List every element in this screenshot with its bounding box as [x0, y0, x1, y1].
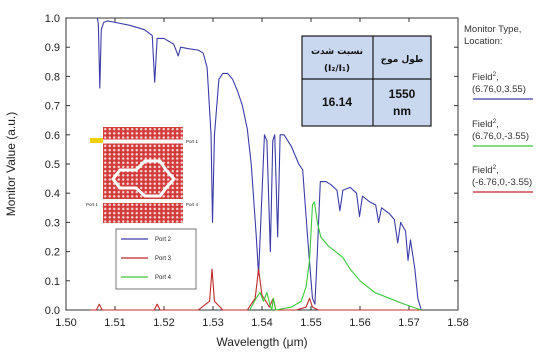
x-tick-label: 1.56	[349, 317, 370, 329]
x-tick-label: 1.51	[104, 317, 125, 329]
waveguide-top	[103, 139, 183, 144]
series-lines	[90, 17, 422, 311]
legend-label-port-3: Port 3	[155, 256, 172, 262]
y-tick-label: 0.2	[45, 247, 60, 259]
table-header-wavelength: طول موج	[381, 55, 424, 65]
y-tick-label: 0.6	[45, 130, 60, 142]
input-arrow	[90, 138, 103, 143]
table-header-ratio-formula: (I₂/I₁)	[324, 64, 350, 74]
legend-label-port-4: Port 4	[155, 275, 172, 281]
monitor-heading-2: Location:	[464, 36, 503, 47]
y-tick-label: 0.0	[45, 305, 60, 317]
table-header-ratio: نسبت شدت	[311, 47, 363, 57]
x-tick-label: 1.57	[398, 317, 419, 329]
inset-port-label-1: Port 1	[186, 139, 199, 144]
x-axis-title: Wavelength (μm)	[216, 335, 307, 349]
crystal-inset: Port 1 Port 1 Port 4	[86, 127, 199, 223]
inset-port-label-2: Port 1	[86, 202, 99, 207]
y-tick-label: 0.9	[45, 42, 60, 54]
ring-cavity	[111, 159, 177, 198]
table-background	[301, 35, 432, 127]
x-tick-label: 1.58	[447, 317, 468, 329]
y-axis-title: Monitor Value (a.u.)	[4, 112, 18, 217]
y-tick-label: 0.1	[45, 276, 60, 288]
legend-label-port-2: Port 2	[155, 237, 172, 243]
monitor-entry-2-type: Field2,	[472, 118, 499, 130]
monitor-entry-1-location: (6.76,0,3.55)	[472, 84, 526, 95]
y-tick-label: 0.5	[45, 159, 60, 171]
table-wavelength-value: 1550	[389, 87, 416, 101]
waveguide-bottom	[103, 199, 183, 203]
y-tick-label: 1.0	[45, 13, 60, 25]
series-line-port-2	[96, 17, 422, 311]
y-tick-label: 0.8	[45, 71, 60, 83]
axis-ticks: 1.50 1.51 1.52 1.53 1.54 1.55 1.56 1.57 1.58 0.0 0…	[45, 13, 469, 329]
monitor-entry-3-type: Field2,	[472, 164, 499, 176]
table-ratio-value: 16.14	[322, 95, 352, 109]
y-tick-label: 0.3	[45, 217, 60, 229]
result-table: طول موج نسبت شدت (I₂/I₁) 1550 nm 16.14	[301, 35, 432, 127]
x-tick-label: 1.52	[153, 317, 174, 329]
x-tick-label: 1.53	[202, 317, 223, 329]
inset-port-label-3: Port 4	[186, 202, 199, 207]
port-legend: Port 2 Port 3 Port 4	[115, 228, 197, 290]
series-line-port-4	[249, 201, 422, 311]
monitor-entry-2-location: (6.76,0,-3.55)	[472, 131, 529, 142]
monitor-entry-3-location: (-6.76,0,-3.55)	[472, 177, 532, 188]
x-tick-label: 1.50	[55, 317, 76, 329]
y-tick-label: 0.7	[45, 101, 60, 113]
monitor-heading-1: Monitor Type,	[464, 24, 521, 35]
x-tick-label: 1.54	[251, 317, 272, 329]
table-wavelength-unit: nm	[393, 104, 411, 118]
y-tick-label: 0.4	[45, 188, 60, 200]
x-tick-label: 1.55	[300, 317, 321, 329]
series-line-port-3	[90, 268, 422, 311]
monitor-legend: Monitor Type, Location: Field2, (6.76,0,…	[464, 24, 533, 193]
monitor-entry-1-type: Field2,	[472, 71, 499, 83]
